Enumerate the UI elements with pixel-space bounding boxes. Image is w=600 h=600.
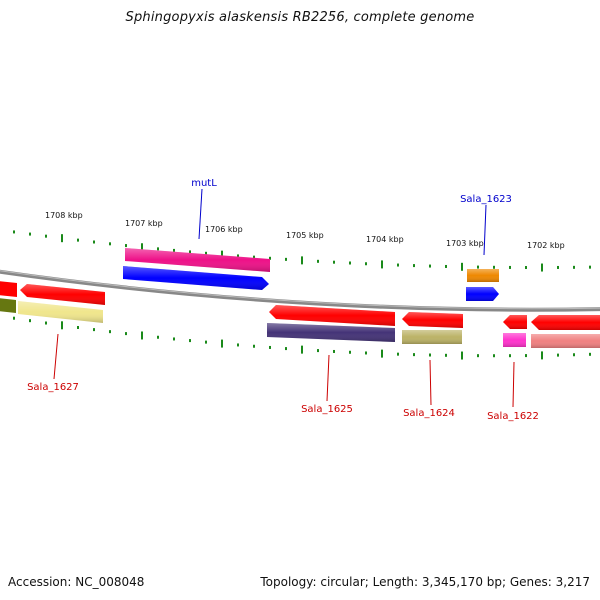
label-leader-sala-1623 <box>483 204 487 256</box>
ruler-label: 1707 kbp <box>125 219 163 228</box>
ruler-label: 1702 kbp <box>527 241 565 250</box>
gene-label-sala-1624[interactable]: Sala_1624 <box>403 408 455 419</box>
gene-sala-1622[interactable] <box>503 315 527 347</box>
genome-backbone <box>0 269 600 312</box>
genome-title: Sphingopyxis alaskensis RB2256, complete… <box>125 10 475 25</box>
gene-mutL[interactable] <box>123 248 270 290</box>
genome-backbone-highlight <box>0 270 600 310</box>
gene-sala-1623[interactable] <box>466 269 499 301</box>
accession-text: Accession: NC_008048 <box>8 575 145 589</box>
ruler-label: 1704 kbp <box>366 235 404 244</box>
gene-left-partial-arrow <box>0 281 17 297</box>
ruler-label: 1708 kbp <box>45 211 83 220</box>
gene-label-sala-1622[interactable]: Sala_1622 <box>487 411 539 422</box>
label-leader-sala-1625 <box>326 354 330 402</box>
gene-left-partial-cog-bar <box>0 298 16 313</box>
label-leader-sala-1627 <box>53 333 59 380</box>
ruler-label: 1703 kbp <box>446 239 484 248</box>
inner-tick-marks <box>13 316 591 360</box>
gene-label-sala-1623[interactable]: Sala_1623 <box>460 194 512 205</box>
ruler-label: 1706 kbp <box>205 225 243 234</box>
gene-sala-1624[interactable] <box>402 312 463 344</box>
gene-label-sala-1625[interactable]: Sala_1625 <box>301 404 353 415</box>
gene-right-partial[interactable] <box>531 315 600 348</box>
label-leader-mutL <box>198 188 203 240</box>
ruler-label: 1705 kbp <box>286 231 324 240</box>
gene-sala-1627[interactable] <box>18 284 105 323</box>
genome-stats-text: Topology: circular; Length: 3,345,170 bp… <box>260 575 590 589</box>
label-leader-sala-1622 <box>512 361 515 408</box>
gene-sala-1625[interactable] <box>267 305 395 342</box>
label-leader-sala-1624 <box>429 359 432 406</box>
gene-label-sala-1627[interactable]: Sala_1627 <box>27 382 79 393</box>
gene-left-partial[interactable] <box>0 281 17 313</box>
gene-label-mutL[interactable]: mutL <box>191 178 217 189</box>
outer-tick-marks <box>13 230 591 272</box>
